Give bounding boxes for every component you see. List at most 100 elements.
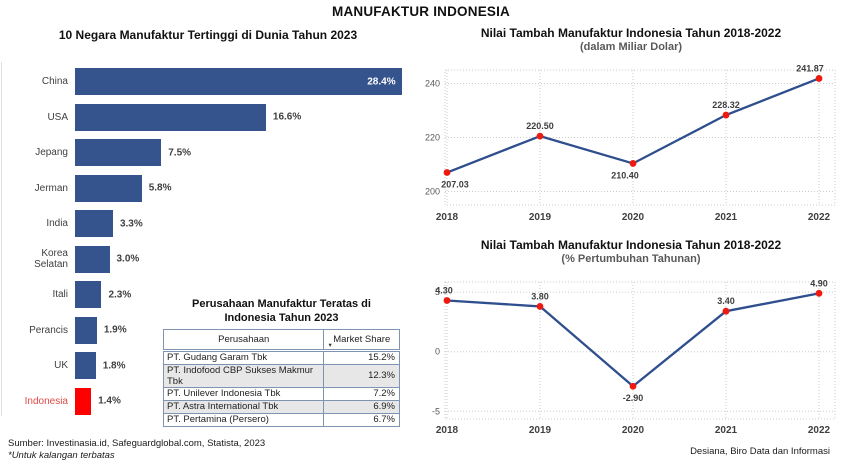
- x-tick-label: 2020: [622, 425, 645, 436]
- bar-value-label: 1.4%: [98, 395, 121, 407]
- data-label: 220.50: [526, 121, 554, 131]
- bar: [75, 245, 110, 273]
- bar-category-label: USA: [47, 111, 68, 123]
- bar-track: 3.3%: [75, 210, 418, 238]
- bar-chart-title: 10 Negara Manufaktur Tertinggi di Dunia …: [58, 28, 358, 42]
- line-chart-top-header: Nilai Tambah Manufaktur Indonesia Tahun …: [420, 26, 842, 53]
- bar-value-label: 1.8%: [102, 360, 126, 372]
- bar-row: Perancis 1.9%: [8, 313, 418, 349]
- bar-category-label: China: [41, 76, 68, 88]
- x-tick-label: 2022: [808, 212, 831, 223]
- bar: [75, 387, 92, 415]
- data-label: 4.90: [810, 278, 828, 288]
- bar-row: India 3.3%: [8, 206, 418, 242]
- bar: [75, 352, 96, 380]
- data-point: [815, 289, 823, 297]
- bar-track: 5.8%: [75, 174, 418, 202]
- table-header-row: Perusahaan Market Share ▾: [162, 328, 400, 352]
- bar-category-label: Jepang: [35, 147, 68, 159]
- credit-note: Desiana, Biro Data dan Informasi: [690, 446, 830, 457]
- bar-value-label: 3.3%: [119, 218, 143, 230]
- y-tick-label: 0: [435, 347, 440, 357]
- x-tick-label: 2018: [436, 212, 459, 223]
- bar: [75, 281, 102, 309]
- data-label: 207.03: [441, 180, 469, 190]
- bar-track: 1.9%: [75, 316, 418, 344]
- bar-chart-plot: China 28.4% USA 16.6% Jepang 7.5% Jerman 5.8% In…: [8, 64, 418, 419]
- bar-category-label: India: [46, 218, 68, 230]
- x-tick-label: 2019: [529, 425, 552, 436]
- bar-track: 16.6%: [75, 103, 418, 131]
- data-point: [629, 160, 637, 167]
- table-row: PT. Astra International Tbk 6.9%: [162, 399, 400, 414]
- data-point: [722, 111, 730, 119]
- plot-border: [444, 281, 836, 420]
- bar-value-label: 2.3%: [108, 289, 132, 301]
- market-share-cell: 12.3%: [323, 363, 400, 388]
- y-tick-label: 200: [425, 187, 440, 197]
- source-note: Sumber: Investinasia.id, Safeguardglobal…: [8, 438, 266, 449]
- x-tick-label: 2018: [436, 425, 459, 436]
- bar-track: 1.8%: [75, 352, 418, 380]
- bar-row: Indonesia 1.4%: [8, 384, 418, 420]
- table-row: PT. Unilever Indonesia Tbk 7.2%: [162, 386, 400, 401]
- x-tick-label: 2021: [715, 212, 738, 223]
- bar: [75, 103, 266, 131]
- bar-category-label: Korea Selatan: [34, 248, 68, 271]
- table-row: PT. Pertamina (Persero) 6.7%: [162, 412, 400, 427]
- bar-category-label: Itali: [52, 289, 68, 301]
- y-tick-label: 220: [425, 133, 440, 143]
- bar-track: 2.3%: [75, 281, 418, 309]
- table-title: Perusahaan Manufaktur Teratas di Indones…: [163, 297, 400, 326]
- bar-chart-axis-line: [1, 62, 2, 416]
- market-share-cell: 15.2%: [323, 349, 400, 365]
- market-share-cell: 7.2%: [323, 386, 400, 401]
- bar-row: Korea Selatan 3.0%: [8, 242, 418, 278]
- series-line: [446, 77, 820, 174]
- data-label: 3.80: [531, 291, 549, 301]
- bar: [75, 210, 113, 238]
- table-title-line1: Perusahaan Manufaktur Teratas di: [192, 298, 371, 310]
- bar-row: Jerman 5.8%: [8, 171, 418, 207]
- data-label: 4.30: [435, 285, 453, 295]
- market-share-cell: 6.9%: [323, 399, 400, 414]
- data-point: [722, 307, 730, 315]
- bar-row: Itali 2.3%: [8, 277, 418, 313]
- column-header-perusahaan: Perusahaan: [162, 328, 325, 352]
- bar: [75, 174, 142, 202]
- table-row: PT. Gudang Garam Tbk 15.2%: [162, 349, 400, 365]
- company-name-cell: PT. Pertamina (Persero): [162, 412, 325, 427]
- data-label: 210.40: [611, 170, 639, 180]
- line-chart-bottom-header: Nilai Tambah Manufaktur Indonesia Tahun …: [420, 238, 842, 265]
- bar-track: 3.0%: [75, 245, 418, 273]
- data-label: 228.32: [712, 100, 740, 110]
- x-tick-label: 2019: [529, 212, 552, 223]
- company-name-cell: PT. Astra International Tbk: [162, 399, 325, 414]
- x-tick-label: 2021: [715, 425, 738, 436]
- bar-track: 7.5%: [75, 139, 418, 167]
- x-tick-label: 2022: [808, 425, 831, 436]
- bar-value-label: 16.6%: [272, 111, 302, 123]
- data-point: [443, 297, 451, 304]
- line-chart-top-subtitle: (dalam Miliar Dolar): [579, 41, 683, 53]
- bar-row: UK 1.8%: [8, 348, 418, 384]
- data-point: [815, 75, 823, 82]
- bar: 28.4%: [75, 68, 402, 96]
- line-chart-top-plot: 200 220 240 2018 2019 2020 2021 2022 207.03 220.5…: [425, 63, 836, 223]
- table-row: PT. Indofood CBP Sukses Makmur Tbk 12.3%: [162, 363, 400, 388]
- bar-category-label: Perancis: [29, 324, 68, 336]
- bar-row: USA 16.6%: [8, 100, 418, 136]
- y-tick-label: 240: [425, 79, 440, 89]
- bar-value-label: 1.9%: [103, 324, 127, 336]
- column-header-market-share-label: Market Share: [333, 333, 391, 345]
- company-name-cell: PT. Gudang Garam Tbk: [162, 349, 325, 365]
- data-label: 3.40: [717, 296, 735, 306]
- line-chart-bottom-title: Nilai Tambah Manufaktur Indonesia Tahun …: [480, 238, 782, 252]
- bar-value-label: 5.8%: [148, 182, 172, 194]
- table-title-line2: Indonesia Tahun 2023: [224, 312, 339, 325]
- bar-value-label: 28.4%: [367, 76, 396, 88]
- bar-track: 28.4%: [75, 68, 418, 96]
- data-label: 241.87: [796, 63, 824, 73]
- line-chart-top-title: Nilai Tambah Manufaktur Indonesia Tahun …: [480, 26, 782, 40]
- top-companies-table: Perusahaan Market Share ▾ PT. Gudang Gar…: [162, 328, 400, 427]
